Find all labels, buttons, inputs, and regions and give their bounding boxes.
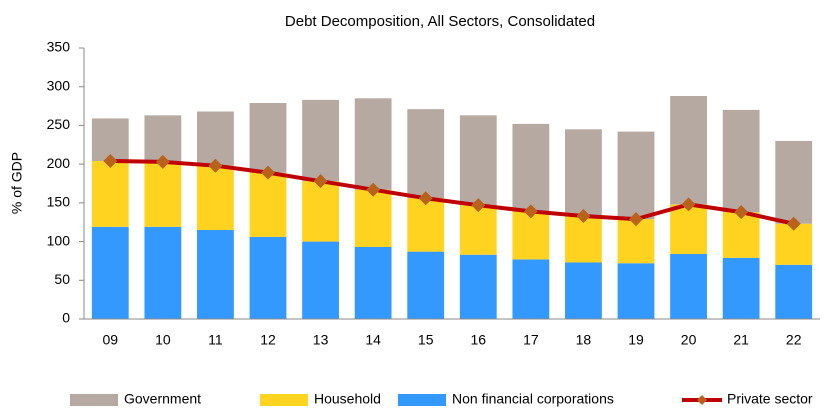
bar-segment [354,189,392,247]
x-tick-label: 18 [576,332,592,348]
x-tick-label: 16 [470,332,486,348]
y-tick-label: 100 [47,232,71,248]
bar-segment [459,205,497,255]
legend-label: Household [314,391,381,407]
bar-segment [670,204,707,254]
bar-segment [249,236,287,319]
y-tick-label: 150 [47,194,71,210]
bar-segment [775,140,813,224]
bar-segment [407,109,445,199]
bar-segment [459,254,497,319]
line-marker [471,198,486,213]
line [110,159,795,226]
x-tick-label: 17 [523,332,539,348]
bar-segment [197,165,234,230]
line-marker [208,158,223,173]
bar-segment [91,118,129,162]
x-tick-label: 11 [208,332,223,348]
x-tick-label: 13 [313,332,329,348]
bar-segment [722,257,760,319]
y-tick-label: 200 [47,155,71,171]
x-tick-label: 10 [155,332,171,348]
y-tick-label: 0 [62,310,70,326]
bar-segment [144,161,182,227]
bar-segment [302,241,339,319]
x-tick-label: 19 [628,332,644,348]
line-marker [155,154,170,169]
bar-segment [670,253,707,319]
bar-segment [91,161,129,227]
line-marker [523,204,538,219]
x-tick-label: 22 [786,332,802,348]
x-tick-label: 15 [418,332,434,348]
line-marker [103,154,118,169]
line-marker [261,165,275,180]
line-marker [629,212,643,227]
bar-segment [565,262,602,319]
line-marker [366,182,381,197]
bar-segment [512,211,550,260]
bar-segment [617,131,655,220]
chart-title: Debt Decomposition, All Sectors, Consoli… [285,13,595,30]
bar-segment [565,129,602,217]
bar-segment [617,219,655,264]
y-tick-label: 50 [54,271,70,287]
bar-segment [249,102,287,173]
bar-segment [722,109,760,213]
y-axis-label: % of GDP [9,152,25,214]
line-marker [418,191,433,206]
bar-segment [722,212,760,258]
bar-segment [302,99,339,182]
x-tick-label: 21 [733,332,749,348]
legend-marker [697,395,707,405]
x-tick-label: 20 [681,332,697,348]
bar-segment [459,115,497,206]
bar-segment [407,198,445,252]
x-tick-label: 09 [102,332,118,348]
legend-label: Government [124,391,201,407]
bar-segment [197,111,234,166]
legend-label: Private sector [727,391,813,407]
x-tick-label: 12 [260,332,276,348]
y-tick-label: 250 [47,116,71,132]
bar-segment [197,229,234,319]
x-tick-label: 14 [365,332,381,348]
line-marker [786,216,801,231]
line-marker [313,174,328,189]
legend-swatch [260,394,308,406]
bar-segment [512,259,550,319]
bar-segment [144,226,182,319]
bar-segment [617,263,655,319]
bar-segment [144,115,182,162]
bar-segment [775,264,813,319]
bar-segment [407,251,445,319]
bar-segment [512,123,550,212]
bar-segment [302,181,339,242]
bar-segment [354,246,392,319]
legend-label: Non financial corporations [452,391,614,407]
bar-segment [565,216,602,263]
line-marker [734,205,749,220]
y-tick-label: 350 [47,39,71,55]
bar-segment [354,98,392,190]
bar-segment [91,226,129,319]
line-marker [576,209,591,224]
bar-segment [249,172,287,237]
y-tick-label: 300 [47,77,71,93]
legend-swatch [398,394,446,406]
line-marker [681,197,696,212]
bar-segment [670,96,707,205]
legend-swatch [70,394,118,406]
